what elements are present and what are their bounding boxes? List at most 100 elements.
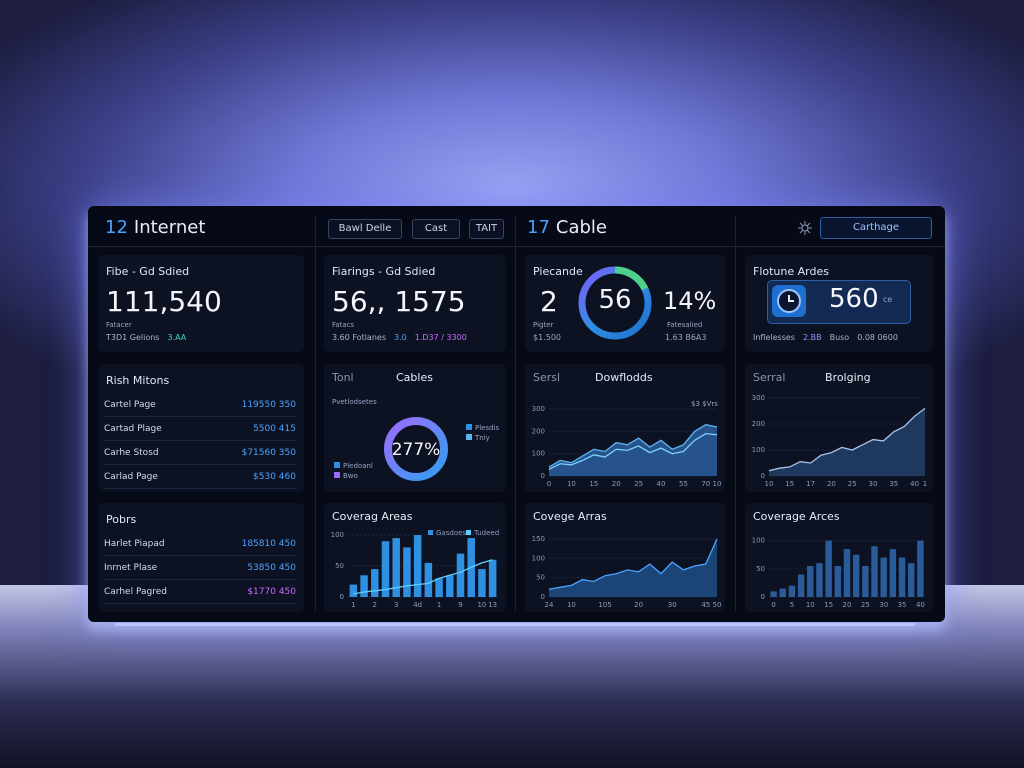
x-tick-label: 1: [923, 480, 927, 488]
x-tick-label: 25: [861, 601, 870, 609]
bar: [788, 585, 796, 597]
x-tick-label: 4d: [413, 601, 422, 609]
x-tick-label: 40: [910, 480, 919, 488]
x-tick-label: 20: [843, 601, 852, 609]
x-tick-label: 45: [701, 601, 710, 609]
kpi-caption: Pigter: [533, 321, 554, 329]
bar: [807, 566, 814, 597]
x-tick-label: 10: [806, 601, 815, 609]
foot-text: 1.D37 / 3300: [414, 333, 467, 342]
x-tick-label: 15: [824, 601, 833, 609]
bar: [779, 588, 786, 597]
panel-title: Brolging: [825, 371, 871, 384]
row-label: Carhel Pagred: [104, 587, 167, 597]
y-tick-label: 100: [331, 531, 344, 539]
x-tick-label: 5: [790, 601, 794, 609]
x-tick-label: 2: [373, 601, 377, 609]
x-tick-label: 35: [889, 480, 898, 488]
kpi-card: Fiarings - Gd Sdied 56,, 1575 Fatacs 3.6…: [324, 255, 506, 352]
foot-text: Buso: [829, 333, 850, 342]
x-tick-label: 30: [869, 480, 878, 488]
column-divider: [315, 216, 316, 612]
kpi-value: 111,540: [106, 285, 222, 318]
y-tick-label: 50: [756, 565, 765, 573]
legend-item: Plesdis: [466, 424, 499, 432]
bar: [871, 546, 878, 597]
foot-text: 3.60 Fotlanes: [332, 333, 386, 342]
panel-tab: Serral: [753, 371, 786, 384]
x-tick-label: 30: [668, 601, 677, 609]
dropdown[interactable]: TAIT: [469, 219, 504, 239]
x-tick-label: 3: [394, 601, 398, 609]
row-label: Cartel Page: [104, 400, 156, 410]
y-tick-label: 0: [761, 593, 765, 601]
y-tick-label: 300: [532, 405, 545, 413]
kpi-card: Fibe - Gd Sdied 111,540 Fatacer T3D1 Gel…: [98, 255, 304, 352]
dropdown[interactable]: Bawl Delle: [328, 219, 402, 239]
bar: [349, 584, 358, 597]
legend-item: Bwo: [334, 472, 358, 480]
row-label: Inrnet Plase: [104, 563, 158, 573]
y-tick-label: 200: [752, 420, 765, 428]
kpi-label: Flotune Ardes: [753, 265, 829, 278]
row-value: 119550 350: [241, 400, 296, 410]
gauge-value: 56: [598, 285, 632, 315]
header-left: 12 Internet: [105, 217, 205, 238]
list-row: Inrnet Plase 53850 450: [104, 557, 296, 580]
x-tick-label: 20: [612, 480, 621, 488]
donut-center: 277%: [391, 440, 441, 460]
bar: [478, 569, 486, 597]
panel-title: Cables: [396, 371, 433, 384]
x-tick-label: 70: [701, 480, 710, 488]
gauge-ring: [578, 266, 652, 340]
kpi-value: 14%: [663, 287, 717, 315]
y-tick-label: 50: [536, 574, 545, 582]
settings-icon[interactable]: [797, 220, 813, 236]
bar: [413, 535, 422, 597]
area: [549, 538, 717, 597]
bar-chart: 0 50 100 1 2 3 4d 1 9 10 13 Gasdoes Tudeed: [331, 529, 500, 609]
column-divider: [735, 216, 736, 612]
panel-title: Coverag Areas: [332, 510, 413, 523]
kpi-value: 560: [829, 284, 879, 314]
list-card: Pobrs Harlet Piapad 185810 450 Inrnet Plas…: [98, 503, 304, 612]
header-num: 17: [527, 217, 550, 238]
kpi-unit: ce: [883, 295, 893, 304]
bar: [862, 566, 869, 597]
line: [548, 424, 718, 468]
legend-label: Bwo: [343, 472, 358, 480]
x-tick-label: 10: [765, 480, 774, 488]
y-tick-label: 100: [752, 446, 765, 454]
kpi-caption: Fatacer: [106, 321, 132, 329]
list-title: Rish Mitons: [106, 374, 170, 387]
row-value: $530 460: [253, 472, 296, 482]
bar: [446, 575, 454, 597]
x-tick-label: 17: [806, 480, 815, 488]
row-label: Carhe Stosd: [104, 448, 159, 458]
y-tick-label: 50: [335, 562, 344, 570]
dropdown[interactable]: Cast: [412, 219, 460, 239]
foot-text: Inflelesses: [753, 333, 795, 342]
action-button[interactable]: Carthage: [820, 217, 932, 239]
x-tick-label: 30: [879, 601, 888, 609]
foot-text: 2.BB: [802, 333, 822, 342]
y-tick-label: 0: [340, 593, 344, 601]
bar: [908, 563, 915, 597]
legend-label: Tudeed: [473, 529, 499, 537]
x-tick-label: 15: [785, 480, 794, 488]
y-tick-label: 150: [532, 535, 545, 543]
bar: [456, 553, 465, 597]
list-row: Carlad Page $530 460: [104, 466, 296, 489]
x-tick-label: 40: [916, 601, 925, 609]
chart-note: $3 $Vrs: [691, 400, 718, 408]
x-tick-label: 55: [679, 480, 688, 488]
bar: [843, 549, 851, 597]
x-tick-label: 10: [567, 601, 576, 609]
x-tick-label: 0: [547, 480, 551, 488]
row-value: 53850 450: [247, 563, 296, 573]
kpi-label: Fibe - Gd Sdied: [106, 265, 190, 278]
bar: [392, 538, 400, 597]
legend-label: Pledoanl: [343, 462, 373, 470]
x-tick-label: 25: [634, 480, 643, 488]
